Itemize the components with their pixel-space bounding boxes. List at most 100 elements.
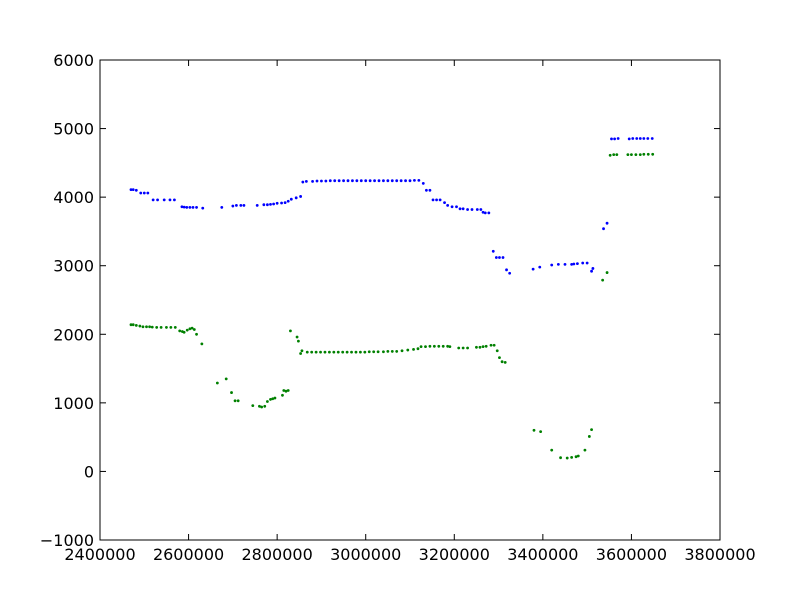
data-point [605, 271, 609, 274]
data-point [191, 206, 195, 209]
data-point [376, 350, 380, 354]
data-point [587, 435, 591, 438]
data-point [305, 350, 309, 354]
data-point [416, 347, 420, 351]
data-point [395, 179, 399, 183]
data-point [286, 199, 290, 203]
data-point [495, 349, 499, 353]
data-point [382, 350, 385, 354]
data-point [559, 456, 562, 460]
data-point [395, 350, 399, 353]
data-point [503, 361, 507, 364]
data-point [336, 350, 340, 354]
data-point [484, 344, 488, 348]
data-point [195, 206, 198, 209]
data-point [332, 350, 336, 354]
data-point [180, 205, 184, 209]
data-point [372, 350, 376, 354]
series-2 [129, 152, 655, 460]
data-point [437, 344, 441, 348]
data-point [182, 205, 186, 209]
data-point [320, 179, 323, 183]
data-point [646, 137, 650, 140]
data-point [435, 198, 438, 202]
y-tick-label: 2000 [53, 325, 94, 344]
data-point [630, 153, 633, 157]
y-tick-label: 1000 [53, 394, 94, 413]
data-point [367, 350, 371, 354]
data-point [269, 398, 272, 401]
data-point [590, 428, 593, 431]
data-point [576, 454, 580, 458]
data-point [146, 191, 150, 195]
data-point [635, 137, 639, 140]
data-point [169, 326, 173, 329]
data-point [359, 179, 363, 183]
data-point [299, 352, 303, 355]
data-point [446, 344, 450, 348]
data-point [481, 210, 485, 214]
x-tick-label: 3200000 [419, 545, 490, 564]
data-point [646, 152, 650, 156]
data-point [275, 201, 279, 205]
data-point [145, 325, 148, 329]
data-point [281, 393, 284, 397]
data-point [200, 342, 204, 346]
data-point [142, 191, 146, 195]
data-point [386, 179, 390, 183]
data-point [282, 389, 286, 392]
data-point [310, 350, 314, 354]
data-point [350, 350, 353, 354]
data-point [333, 179, 337, 183]
data-point [556, 262, 560, 266]
data-point [626, 153, 630, 157]
data-point [386, 350, 390, 353]
data-point [266, 203, 269, 207]
data-point [341, 350, 345, 354]
data-point [262, 203, 266, 207]
data-point [412, 347, 415, 351]
data-point [266, 400, 269, 403]
data-point [479, 208, 483, 211]
data-point [475, 345, 478, 349]
data-point [162, 198, 166, 202]
data-point [242, 203, 246, 207]
data-point [483, 211, 487, 215]
data-point [563, 262, 567, 266]
data-point [432, 344, 436, 348]
data-point [239, 203, 243, 207]
data-point [576, 262, 579, 266]
data-point [129, 323, 133, 327]
data-point [355, 179, 359, 183]
data-point [583, 448, 587, 452]
data-point [450, 205, 454, 209]
data-point [195, 332, 198, 336]
data-point [231, 204, 235, 208]
data-point [406, 348, 410, 352]
data-point [428, 188, 432, 192]
data-point [478, 345, 482, 349]
data-point [455, 205, 458, 209]
data-point [328, 179, 332, 183]
data-point [627, 137, 631, 141]
data-point [634, 153, 638, 157]
data-point [602, 227, 605, 231]
data-point [319, 350, 322, 354]
data-point [373, 179, 376, 183]
data-point [346, 179, 350, 183]
data-point [230, 391, 233, 394]
data-point [581, 261, 585, 265]
data-point [182, 330, 186, 334]
x-tick-label: 2400000 [64, 545, 135, 564]
data-point [446, 203, 450, 207]
data-point [390, 350, 394, 353]
data-point [272, 202, 275, 206]
data-point [550, 263, 554, 267]
data-point [487, 211, 491, 215]
data-point [299, 195, 303, 198]
data-point [531, 267, 535, 271]
data-point [271, 397, 275, 401]
data-point [284, 389, 288, 393]
data-point [608, 153, 612, 157]
